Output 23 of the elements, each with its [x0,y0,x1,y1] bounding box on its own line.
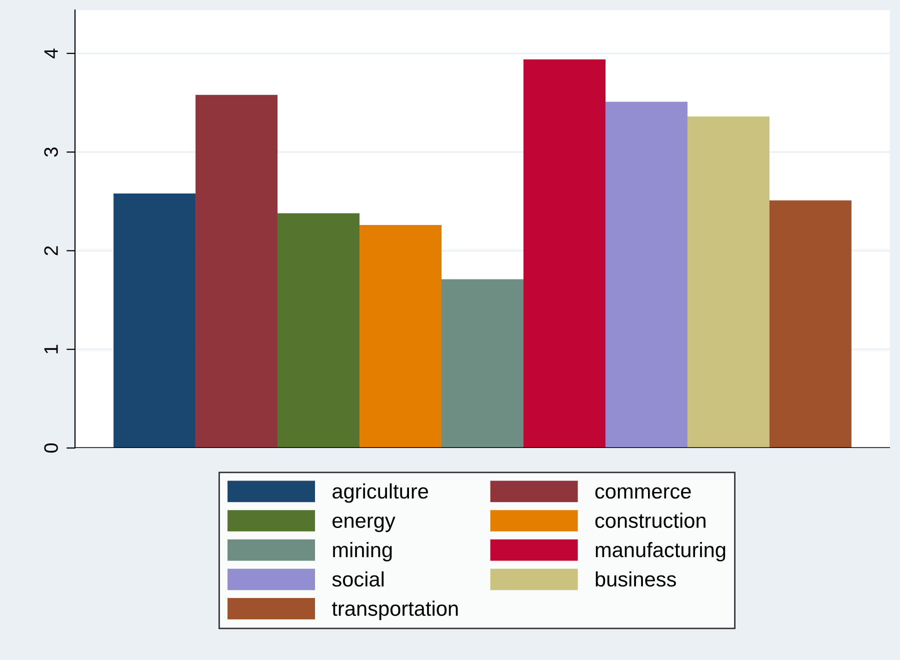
y-tick-label: 0 [44,443,58,453]
y-tick-label: 2 [44,246,58,256]
legend-label: mining [333,542,392,562]
bar [196,94,278,448]
legend-label: social [332,571,384,587]
legend-label: commerce [595,487,691,499]
bar [769,200,852,448]
legend-label: construction [595,512,706,528]
bar [114,193,196,448]
bar [523,59,606,448]
y-tick-label: 3 [44,148,58,157]
bar [442,279,524,448]
y-tick-label: 1 [44,344,58,354]
legend-label: business [596,571,676,587]
legend-label: manufacturing [596,542,726,562]
bar [605,102,688,448]
legend-label: agriculture [332,483,428,503]
bar [278,213,360,448]
y-tick-label: 4 [44,48,58,58]
bar [687,116,770,448]
legend-label: transportation [332,600,458,620]
legend-label: energy [332,516,396,532]
bar [360,225,442,448]
